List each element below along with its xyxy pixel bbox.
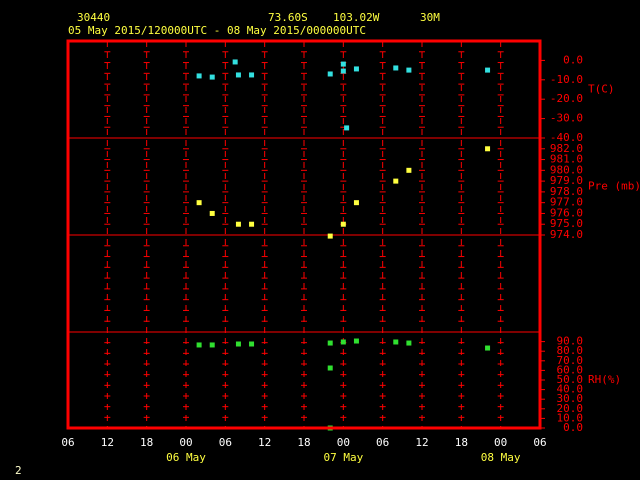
data-point — [327, 71, 333, 77]
y-tick-label: -10.0 — [550, 73, 583, 86]
data-point — [353, 200, 359, 206]
data-point — [393, 178, 399, 184]
y-axis-label: Pre (mb) — [588, 180, 640, 193]
data-point — [196, 73, 202, 79]
x-tick-label: 06 — [533, 436, 546, 449]
data-point — [406, 167, 412, 173]
y-tick-label: 20.0 — [557, 402, 584, 415]
data-point — [340, 61, 346, 67]
y-axis-label: RH(%) — [588, 373, 621, 386]
y-tick-label: 982.0 — [550, 142, 583, 155]
data-point — [235, 341, 241, 347]
y-tick-label: 977.0 — [550, 196, 583, 209]
page-number: 2 — [15, 464, 22, 477]
data-point — [406, 67, 412, 73]
data-point — [340, 68, 346, 74]
x-tick-label: 06 — [219, 436, 232, 449]
longitude: 103.02W — [333, 11, 380, 24]
y-tick-label: 40.0 — [557, 383, 584, 396]
y-tick-label: 50.0 — [557, 373, 584, 386]
y-tick-label: -40.0 — [550, 131, 583, 144]
data-point — [209, 342, 215, 348]
y-tick-label: 60.0 — [557, 363, 584, 376]
date-label: 06 May — [166, 451, 206, 464]
x-tick-label: 06 — [376, 436, 389, 449]
data-point — [327, 365, 333, 371]
data-point — [344, 125, 350, 131]
y-tick-label: 90.0 — [557, 335, 584, 348]
frame — [66, 39, 542, 430]
data-point — [327, 340, 333, 346]
data-point — [196, 200, 202, 206]
data-point — [353, 338, 359, 344]
data-point — [406, 340, 412, 346]
date-label: 08 May — [481, 451, 521, 464]
latitude: 73.60S — [268, 11, 308, 24]
y-tick-label: 0.0 — [563, 421, 583, 434]
y-tick-label: -30.0 — [550, 112, 583, 125]
x-tick-label: 18 — [455, 436, 468, 449]
x-tick-label: 18 — [297, 436, 310, 449]
x-tick-label: 12 — [415, 436, 428, 449]
data-point — [235, 72, 241, 78]
data-point — [340, 339, 346, 345]
data-point — [485, 345, 491, 351]
date-label: 07 May — [323, 451, 363, 464]
y-tick-label: -20.0 — [550, 92, 583, 105]
data-point — [485, 146, 491, 152]
data-point — [209, 210, 215, 216]
data-point — [327, 233, 333, 239]
y-tick-label: 981.0 — [550, 153, 583, 166]
elevation: 30M — [420, 11, 440, 24]
x-tick-label: 12 — [101, 436, 114, 449]
data-point — [232, 59, 238, 65]
y-tick-label: 30.0 — [557, 392, 584, 405]
y-tick-label: 70.0 — [557, 354, 584, 367]
y-tick-label: 10.0 — [557, 411, 584, 424]
x-tick-label: 00 — [494, 436, 507, 449]
period: 05 May 2015/120000UTC - 08 May 2015/0000… — [68, 24, 366, 37]
x-tick-label: 00 — [179, 436, 192, 449]
x-tick-label: 06 — [61, 436, 74, 449]
data-point — [235, 221, 241, 227]
station: 30440 — [77, 11, 110, 24]
data-point — [209, 74, 215, 80]
x-tick-label: 18 — [140, 436, 153, 449]
x-tick-label: 00 — [337, 436, 350, 449]
y-tick-label: 979.0 — [550, 174, 583, 187]
data-point — [353, 66, 359, 72]
y-tick-label: 0.0 — [563, 53, 583, 66]
data-point — [249, 221, 255, 227]
data-point — [196, 342, 202, 348]
x-tick-label: 12 — [258, 436, 271, 449]
y-tick-label: 975.0 — [550, 217, 583, 230]
data-point — [485, 67, 491, 73]
y-axis-label: T(C) — [588, 83, 615, 96]
data-point — [340, 221, 346, 227]
y-tick-label: 978.0 — [550, 185, 583, 198]
y-tick-label: 80.0 — [557, 344, 584, 357]
data-point — [249, 72, 255, 78]
data-point — [249, 341, 255, 347]
y-tick-label: 974.0 — [550, 228, 583, 241]
y-tick-label: 980.0 — [550, 163, 583, 176]
data-point — [393, 339, 399, 345]
data-point — [393, 65, 399, 71]
y-tick-label: 976.0 — [550, 206, 583, 219]
